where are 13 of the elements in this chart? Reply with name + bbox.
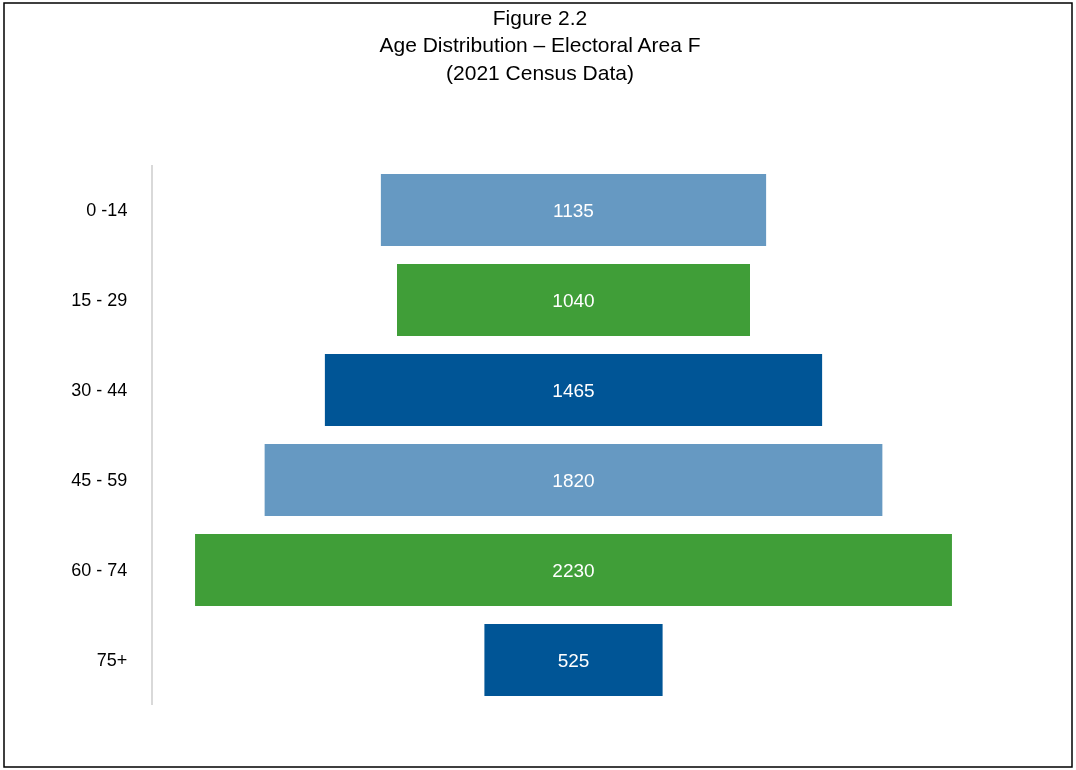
category-label: 0 -14	[86, 200, 128, 221]
text: Figure 2.2 Age Distribution – Electoral Area F (2021 Census Data)	[379, 6, 701, 84]
data-label: 1135	[553, 199, 594, 221]
data-label: 2230	[552, 559, 595, 581]
category-label: 75+	[96, 650, 128, 671]
data-label: 1465	[552, 379, 595, 401]
category-label: 30 - 44	[71, 380, 128, 401]
category-label: 15 - 29	[71, 290, 128, 311]
category-label: 60 - 74	[71, 560, 128, 581]
data-label: 525	[557, 649, 590, 671]
category-label: 45 - 59	[71, 470, 128, 491]
data-label: 1820	[552, 469, 595, 491]
data-label: 1040	[552, 289, 595, 311]
